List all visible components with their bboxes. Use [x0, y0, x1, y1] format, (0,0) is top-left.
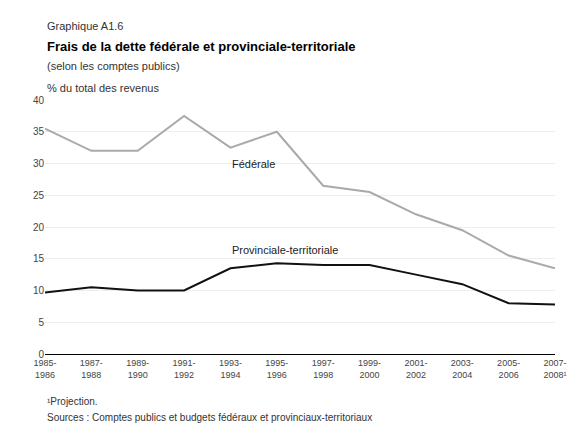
svg-text:¹Projection.: ¹Projection.	[47, 396, 98, 407]
svg-text:Sources : Comptes publics et b: Sources : Comptes publics et budgets féd…	[47, 412, 372, 423]
svg-text:1987-1988: 1987-1988	[80, 358, 103, 380]
svg-text:30: 30	[33, 158, 45, 169]
svg-text:15: 15	[33, 253, 45, 264]
svg-text:25: 25	[33, 190, 45, 201]
svg-text:1995-1996: 1995-1996	[265, 358, 288, 380]
svg-text:1993-1994: 1993-1994	[219, 358, 242, 380]
svg-text:Fédérale: Fédérale	[232, 158, 275, 170]
svg-text:35: 35	[33, 126, 45, 137]
svg-text:40: 40	[33, 95, 45, 106]
svg-text:1985-1986: 1985-1986	[33, 358, 56, 380]
svg-text:Graphique A1.6: Graphique A1.6	[47, 20, 123, 32]
svg-text:2005-2006: 2005-2006	[497, 358, 520, 380]
svg-text:5: 5	[38, 317, 44, 328]
svg-text:Provinciale-territoriale: Provinciale-territoriale	[232, 244, 338, 256]
svg-text:1991-1992: 1991-1992	[173, 358, 196, 380]
svg-text:Frais de la dette fédérale et: Frais de la dette fédérale et provincial…	[47, 39, 356, 54]
svg-text:2003-2004: 2003-2004	[451, 358, 474, 380]
svg-text:% du total des revenus: % du total des revenus	[47, 82, 159, 94]
svg-text:1999-2000: 1999-2000	[358, 358, 381, 380]
svg-text:20: 20	[33, 222, 45, 233]
svg-text:1989-1990: 1989-1990	[126, 358, 149, 380]
svg-text:2001-2002: 2001-2002	[404, 358, 427, 380]
svg-text:0: 0	[38, 349, 44, 360]
svg-text:10: 10	[33, 285, 45, 296]
svg-text:2007-2008¹: 2007-2008¹	[543, 358, 566, 380]
svg-text:(selon les comptes publics): (selon les comptes publics)	[47, 60, 180, 72]
svg-text:1997-1998: 1997-1998	[312, 358, 335, 380]
